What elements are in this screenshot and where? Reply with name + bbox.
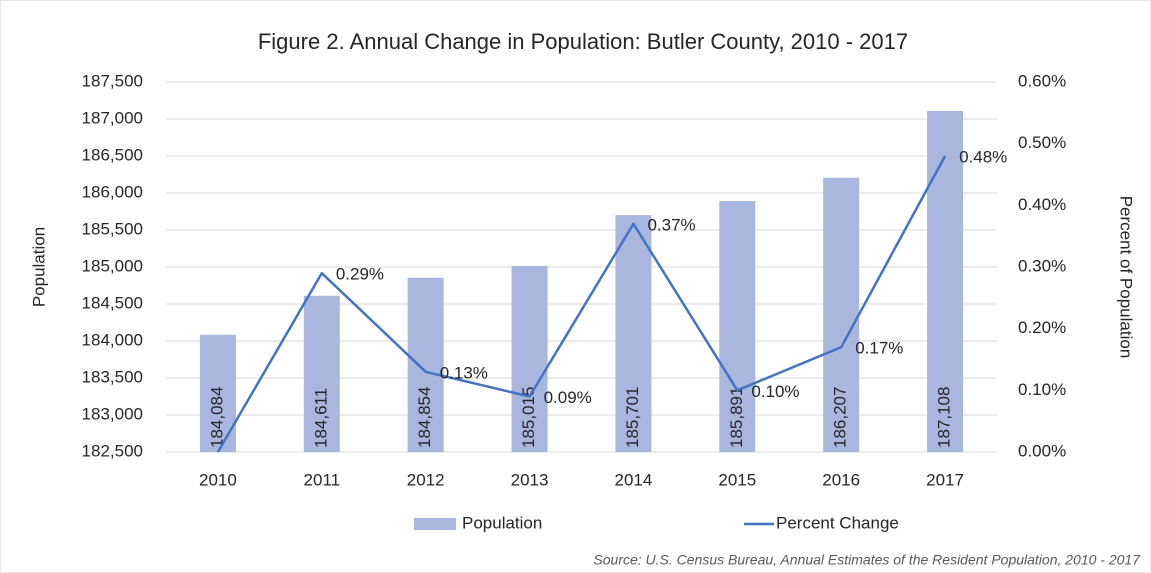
- line-value-label: 0.09%: [544, 388, 592, 407]
- legend-label: Population: [462, 513, 542, 532]
- bar: [407, 277, 444, 452]
- y2-tick-label: 0.10%: [1018, 380, 1066, 399]
- x-tick-label: 2010: [199, 470, 237, 489]
- bar-value-label: 185,701: [623, 387, 642, 448]
- y-tick-label: 187,500: [82, 71, 143, 90]
- line-value-label: 0.13%: [440, 363, 488, 382]
- bar-value-label: 185,015: [519, 387, 538, 448]
- line: [216, 155, 947, 453]
- y2-tick-label: 0.40%: [1018, 195, 1066, 214]
- y2-axis-title: Percent of Population: [1117, 196, 1136, 359]
- x-tick-label: 2015: [718, 470, 756, 489]
- bar-value-label: 184,084: [207, 387, 226, 448]
- x-tick-label: 2014: [615, 470, 653, 489]
- y-tick-label: 182,500: [82, 441, 143, 460]
- bar: [927, 111, 964, 453]
- x-tick-label: 2012: [407, 470, 445, 489]
- bar-value-label: 185,891: [727, 387, 746, 448]
- y-axis-title: Population: [29, 227, 48, 307]
- bar: [823, 177, 860, 452]
- line-value-label: 0.48%: [959, 147, 1007, 166]
- bar: [719, 201, 756, 452]
- y2-tick-label: 0.00%: [1018, 441, 1066, 460]
- bar-value-label: 184,611: [311, 388, 330, 448]
- y-tick-label: 185,000: [82, 256, 143, 275]
- y-tick-label: 184,500: [82, 293, 143, 312]
- bar: [511, 265, 548, 452]
- bar-value-label: 186,207: [831, 387, 850, 448]
- line-value-label: 0.37%: [647, 215, 695, 234]
- x-tick-label: 2016: [822, 470, 860, 489]
- chart-title: Figure 2. Annual Change in Population: B…: [258, 29, 908, 54]
- y2-tick-label: 0.60%: [1018, 71, 1066, 90]
- line-value-label: 0.17%: [855, 339, 903, 358]
- y-tick-label: 186,500: [82, 145, 143, 164]
- bar: [303, 295, 340, 452]
- y-tick-label: 186,000: [82, 182, 143, 201]
- source-note: Source: U.S. Census Bureau, Annual Estim…: [593, 552, 1141, 568]
- y-tick-label: 185,500: [82, 219, 143, 238]
- bar-value-label: 187,108: [935, 387, 954, 448]
- x-tick-label: 2013: [511, 470, 549, 489]
- bar-value-label: 184,854: [415, 387, 434, 448]
- y-tick-label: 183,500: [82, 367, 143, 386]
- y-tick-label: 184,000: [82, 330, 143, 349]
- legend-swatch: [414, 518, 456, 530]
- legend-label: Percent Change: [776, 513, 899, 532]
- line-value-label: 0.10%: [751, 382, 799, 401]
- y2-tick-label: 0.30%: [1018, 256, 1066, 275]
- y2-tick-label: 0.20%: [1018, 318, 1066, 337]
- line-value-label: 0.29%: [336, 265, 384, 284]
- y2-tick-label: 0.50%: [1018, 133, 1066, 152]
- bar: [615, 215, 652, 452]
- x-tick-label: 2017: [926, 470, 964, 489]
- x-tick-label: 2011: [304, 470, 341, 489]
- y-tick-label: 187,000: [82, 108, 143, 127]
- y-tick-label: 183,000: [82, 404, 143, 423]
